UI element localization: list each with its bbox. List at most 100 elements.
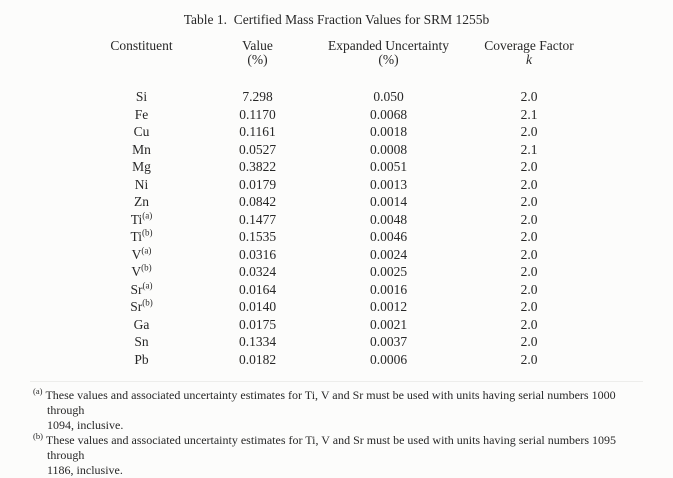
cell-value: 0.1334 [238, 334, 277, 349]
cell-uncertainty: 0.0068 [369, 106, 408, 122]
cell-coverage-factor: 2.0 [520, 299, 538, 314]
constituent-note-superscript: (b) [142, 297, 153, 308]
table-row: Si 7.298 0.050 2.0 [87, 88, 600, 106]
cell-constituent: Sr(a) [130, 280, 153, 297]
footnotes-section: (a) These values and associated uncertain… [33, 386, 647, 478]
table-row: Fe 0.1170 0.0068 2.1 [87, 106, 600, 124]
cell-coverage-factor: 2.1 [520, 141, 538, 157]
cell-uncertainty: 0.0006 [369, 351, 408, 367]
cell-uncertainty: 0.0008 [369, 141, 408, 157]
column-label: Value [242, 38, 273, 53]
table-body: Si 7.298 0.050 2.0 Fe 0.1170 0.0068 2.1 … [87, 88, 600, 368]
cell-uncertainty: 0.0012 [369, 299, 408, 314]
cell-value: 0.0179 [238, 176, 277, 192]
footnote-b-text-line1: These values and associated uncertainty … [45, 433, 617, 462]
cell-constituent: Sn [134, 334, 149, 349]
cell-constituent: Cu [133, 124, 150, 139]
cell-coverage-factor: 2.0 [520, 246, 538, 262]
footnote-a-text-line1: These values and associated uncertainty … [45, 388, 616, 417]
column-header-expanded-uncertainty: Expanded Uncertainty (%) [319, 39, 458, 88]
cell-value: 0.0527 [238, 141, 277, 157]
column-sublabel [87, 53, 196, 67]
table-row: V(b) 0.0324 0.0025 2.0 [87, 263, 600, 281]
table-row: Ti(a) 0.1477 0.0048 2.0 [87, 211, 600, 229]
table-row: Zn 0.0842 0.0014 2.0 [87, 193, 600, 211]
table-row: Mn 0.0527 0.0008 2.1 [87, 141, 600, 159]
cell-value: 0.1477 [238, 211, 277, 227]
cell-constituent: V(a) [131, 245, 152, 262]
cell-uncertainty: 0.0048 [369, 211, 408, 227]
cell-constituent: Mg [132, 159, 151, 174]
column-sublabel: (%) [378, 52, 399, 67]
constituent-note-superscript: (b) [141, 262, 152, 273]
column-header-value: Value (%) [196, 39, 319, 88]
cell-value: 7.298 [242, 89, 273, 104]
cell-coverage-factor: 2.1 [520, 106, 538, 122]
column-sublabel: k [526, 52, 532, 67]
column-header-constituent: Constituent [87, 39, 196, 88]
table-row: Sr(b) 0.0140 0.0012 2.0 [87, 298, 600, 316]
column-header-coverage-factor: Coverage Factor k [458, 39, 600, 88]
cell-value: 0.1170 [239, 106, 276, 122]
constituent-note-superscript: (a) [142, 280, 153, 290]
cell-uncertainty: 0.050 [373, 89, 404, 104]
cell-uncertainty: 0.0037 [369, 334, 408, 349]
table-row: Sn 0.1334 0.0037 2.0 [87, 333, 600, 351]
cell-value: 0.0842 [238, 194, 277, 209]
cell-uncertainty: 0.0016 [369, 281, 408, 297]
footnote-a-marker: (a) [33, 386, 43, 396]
cell-constituent: Ga [133, 316, 150, 332]
footnote-a: (a) These values and associated uncertain… [33, 386, 647, 433]
cell-constituent: Ni [134, 176, 149, 192]
cell-uncertainty: 0.0021 [369, 316, 408, 332]
cell-value: 0.0324 [238, 264, 277, 279]
cell-value: 0.0316 [238, 246, 277, 262]
cell-value: 0.3822 [238, 159, 277, 174]
column-sublabel: (%) [247, 52, 268, 67]
footnote-a-text-line2: 1094, inclusive. [47, 418, 124, 432]
column-label: Coverage Factor [484, 38, 574, 53]
table-row: Ni 0.0179 0.0013 2.0 [87, 176, 600, 194]
cell-value: 0.0140 [238, 299, 277, 314]
table-row: Ti(b) 0.1535 0.0046 2.0 [87, 228, 600, 246]
cell-value: 0.1535 [238, 229, 277, 244]
cell-constituent: Mn [132, 141, 151, 157]
mass-fraction-table: Constituent Value (%) Expanded Uncertain… [87, 39, 600, 368]
cell-constituent: V(b) [131, 262, 152, 279]
footnote-b: (b) These values and associated uncertain… [33, 431, 647, 478]
constituent-note-superscript: (a) [142, 210, 153, 220]
constituent-note-superscript: (b) [142, 227, 153, 238]
cell-uncertainty: 0.0051 [369, 159, 408, 174]
cell-constituent: Pb [134, 351, 149, 367]
cell-uncertainty: 0.0018 [369, 124, 408, 139]
table-row: Pb 0.0182 0.0006 2.0 [87, 351, 600, 369]
cell-value: 0.0164 [238, 281, 277, 297]
table-row: Sr(a) 0.0164 0.0016 2.0 [87, 281, 600, 299]
cell-uncertainty: 0.0013 [369, 176, 408, 192]
cell-coverage-factor: 2.0 [520, 124, 538, 139]
table-row: Cu 0.1161 0.0018 2.0 [87, 123, 600, 141]
cell-uncertainty: 0.0046 [369, 229, 408, 244]
table-title: Table 1. Certified Mass Fraction Values … [183, 12, 490, 27]
cell-constituent: Ti(a) [130, 210, 153, 227]
cell-coverage-factor: 2.0 [520, 159, 538, 174]
footnote-b-marker: (b) [33, 431, 43, 441]
column-label: Expanded Uncertainty [327, 38, 450, 53]
cell-coverage-factor: 2.0 [520, 211, 538, 227]
table-header: Constituent Value (%) Expanded Uncertain… [87, 39, 600, 88]
cell-coverage-factor: 2.0 [520, 351, 538, 367]
cell-uncertainty: 0.0014 [369, 194, 408, 209]
cell-constituent: Zn [134, 194, 149, 209]
cell-coverage-factor: 2.0 [520, 89, 538, 104]
cell-coverage-factor: 2.0 [520, 176, 538, 192]
cell-uncertainty: 0.0024 [369, 246, 408, 262]
cell-coverage-factor: 2.0 [520, 194, 538, 209]
cell-constituent: Ti(b) [130, 227, 153, 244]
divider-rule [30, 381, 643, 382]
cell-coverage-factor: 2.0 [520, 264, 538, 279]
cell-value: 0.0182 [238, 351, 277, 367]
table-row: V(a) 0.0316 0.0024 2.0 [87, 246, 600, 264]
cell-constituent: Fe [134, 106, 149, 122]
cell-constituent: Sr(b) [130, 297, 153, 314]
cell-coverage-factor: 2.0 [520, 334, 538, 349]
